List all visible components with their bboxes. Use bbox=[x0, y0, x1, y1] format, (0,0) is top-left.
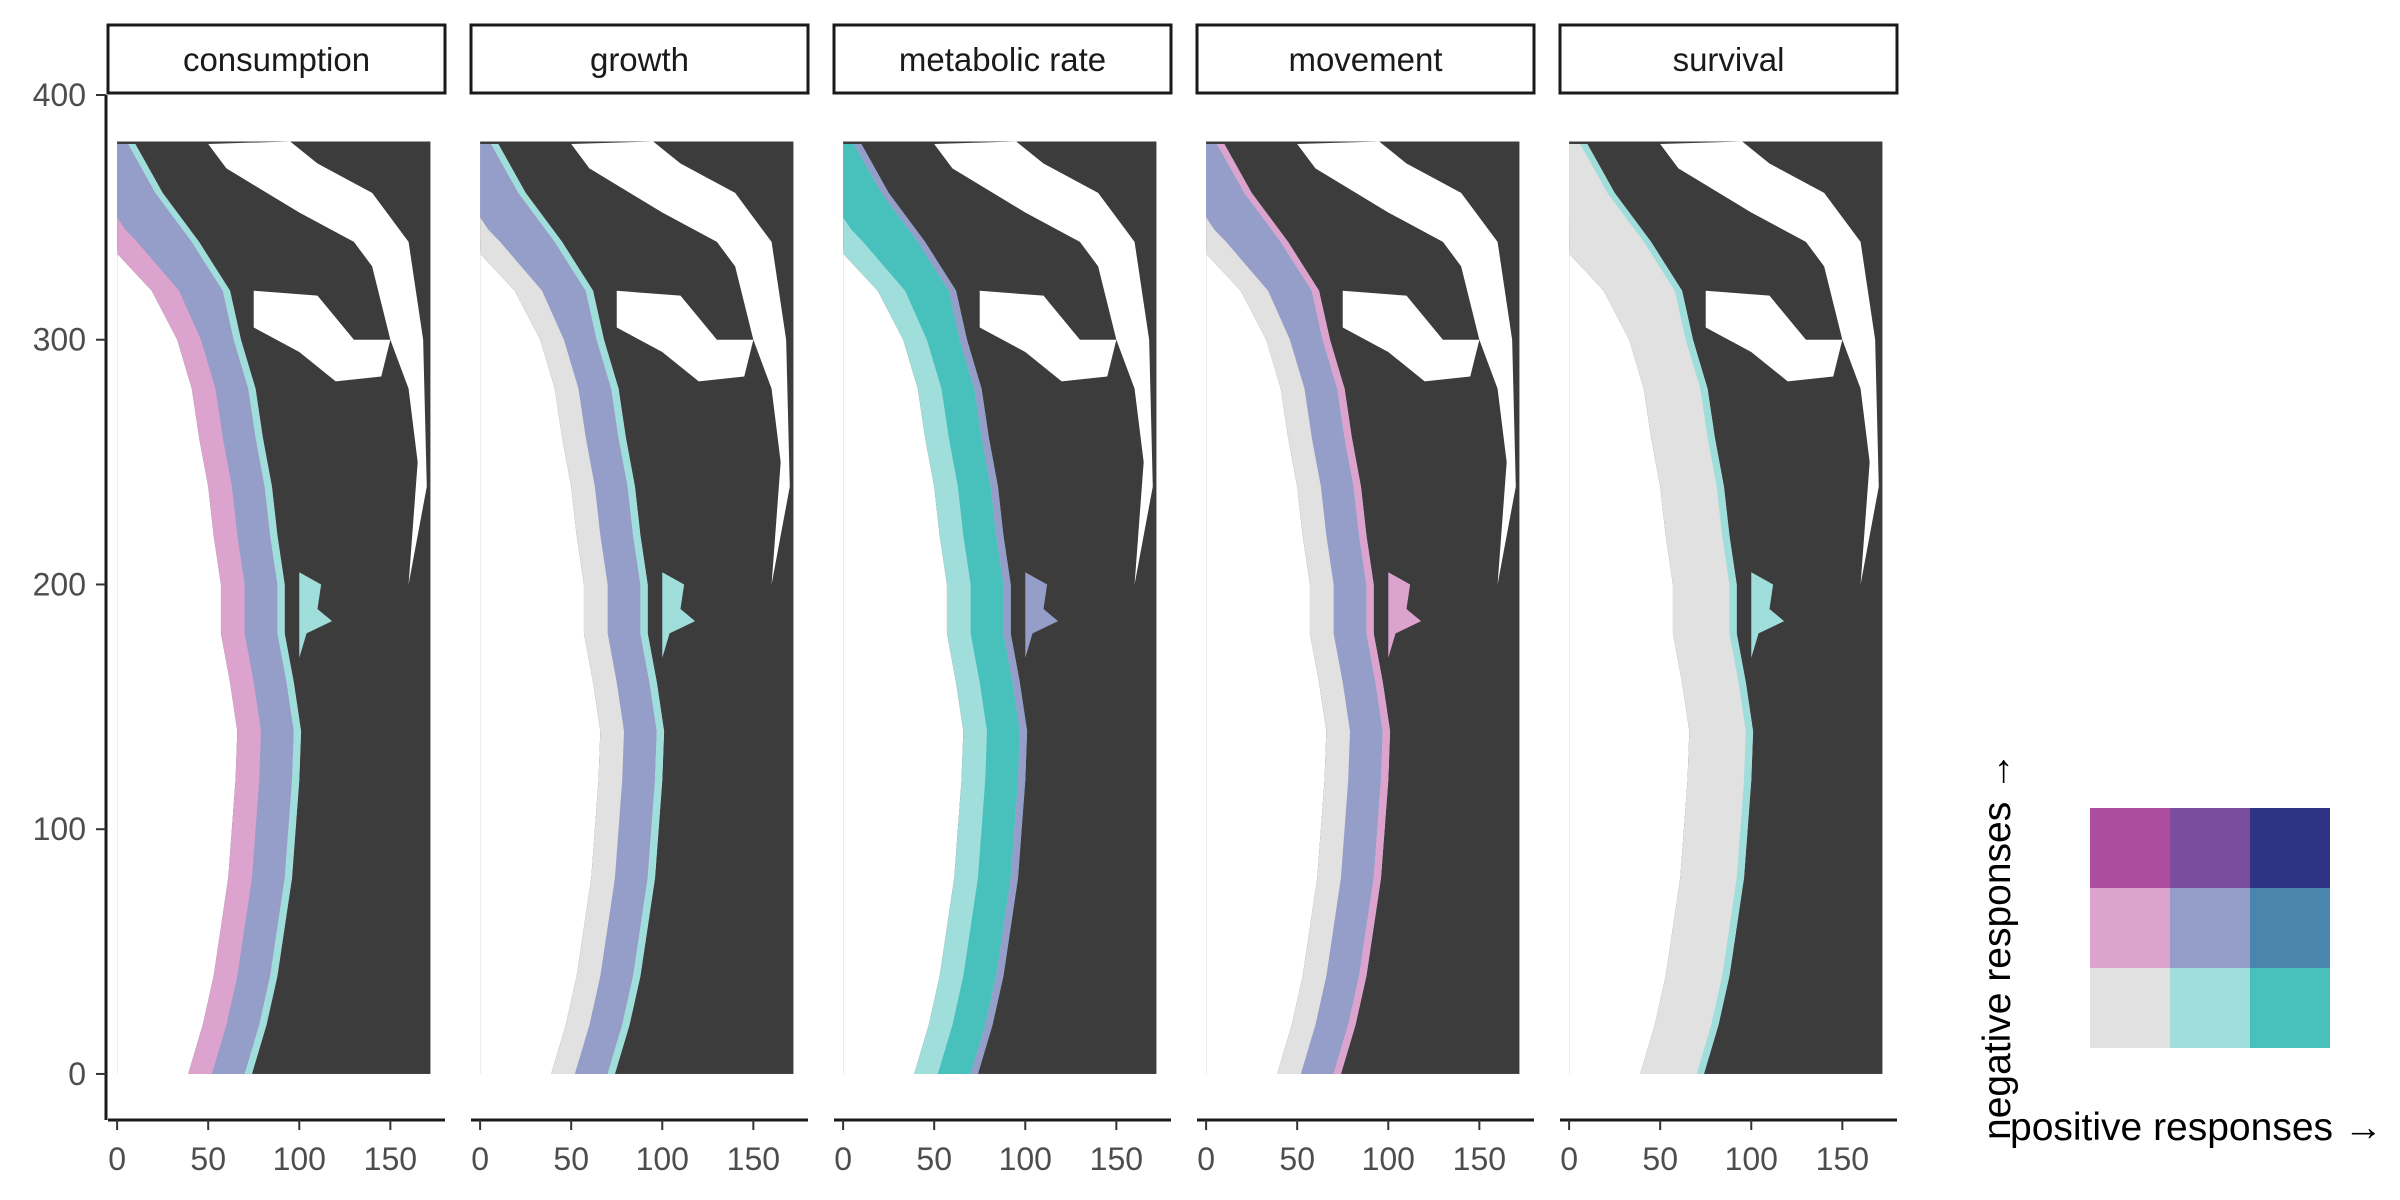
strip-box bbox=[832, 23, 1173, 95]
legend-cell bbox=[2090, 968, 2170, 1048]
x-tick-label: 0 bbox=[1197, 1141, 1215, 1177]
strip-box bbox=[106, 23, 447, 95]
panel-growth: growth 0 50 100 150 bbox=[469, 23, 810, 1177]
panel-consumption: consumption 0 50 100 150 bbox=[106, 23, 447, 1177]
strip-box bbox=[1558, 23, 1899, 95]
strait-water bbox=[979, 290, 1117, 382]
x-tick-label: 150 bbox=[1090, 1141, 1143, 1177]
inland-waters bbox=[208, 141, 427, 585]
legend-x-label: positive responses → bbox=[2010, 1106, 2383, 1149]
ocean bbox=[480, 141, 601, 1074]
legend-cell bbox=[2170, 808, 2250, 888]
legend-cell bbox=[2170, 968, 2250, 1048]
legend-cell bbox=[2090, 888, 2170, 968]
legend-cell bbox=[2170, 888, 2250, 968]
legend-cell bbox=[2250, 968, 2330, 1048]
bivariate-legend: positive responses → negative responses … bbox=[1976, 752, 2383, 1149]
response-zone bbox=[117, 143, 294, 1074]
x-tick-label: 150 bbox=[1816, 1141, 1869, 1177]
legend-cell bbox=[2090, 808, 2170, 888]
y-tick-label: 400 bbox=[33, 77, 86, 113]
inland-waters bbox=[1297, 141, 1516, 585]
ocean bbox=[843, 141, 964, 1074]
x-tick-label: 50 bbox=[190, 1141, 226, 1177]
inland-waters bbox=[571, 141, 790, 585]
response-zone bbox=[843, 143, 1020, 1074]
panel-survival: survival 0 50 100 150 bbox=[1558, 23, 1899, 1177]
x-tick-label: 100 bbox=[636, 1141, 689, 1177]
strait-water bbox=[1705, 290, 1843, 382]
x-tick-label: 50 bbox=[1642, 1141, 1678, 1177]
strip-label: consumption bbox=[183, 41, 370, 78]
x-tick-label: 50 bbox=[1279, 1141, 1315, 1177]
x-tick-label: 100 bbox=[999, 1141, 1052, 1177]
estuary bbox=[1025, 572, 1059, 658]
x-tick-label: 50 bbox=[916, 1141, 952, 1177]
inland-waters bbox=[1660, 141, 1879, 585]
legend-cell bbox=[2250, 808, 2330, 888]
legend-cell bbox=[2250, 888, 2330, 968]
strip-box bbox=[469, 23, 810, 95]
x-tick-label: 50 bbox=[553, 1141, 589, 1177]
strip-label: movement bbox=[1288, 41, 1442, 78]
y-tick-label: 100 bbox=[33, 811, 86, 847]
estuary bbox=[662, 572, 696, 658]
estuary bbox=[299, 572, 333, 658]
response-zone bbox=[1206, 143, 1383, 1074]
ocean bbox=[117, 141, 238, 1074]
panel-movement: movement 0 50 100 150 bbox=[1195, 23, 1536, 1177]
y-tick-label: 0 bbox=[68, 1056, 86, 1092]
y-tick-label: 200 bbox=[33, 566, 86, 602]
legend-y-label: negative responses → bbox=[1976, 752, 2019, 1140]
response-zone bbox=[1569, 143, 1746, 1074]
strip-label: metabolic rate bbox=[899, 41, 1106, 78]
x-tick-label: 0 bbox=[1560, 1141, 1578, 1177]
ocean bbox=[1206, 141, 1327, 1074]
x-tick-label: 100 bbox=[1725, 1141, 1778, 1177]
legend-grid bbox=[2090, 808, 2330, 1048]
x-tick-label: 150 bbox=[364, 1141, 417, 1177]
strip-label: survival bbox=[1673, 41, 1785, 78]
strait-water bbox=[253, 290, 391, 382]
strait-water bbox=[1342, 290, 1480, 382]
strait-water bbox=[616, 290, 754, 382]
x-tick-label: 0 bbox=[834, 1141, 852, 1177]
inland-waters bbox=[934, 141, 1153, 585]
strip-box bbox=[1195, 23, 1536, 95]
panel-metabolic-rate: metabolic rate 0 50 100 150 bbox=[832, 23, 1173, 1177]
estuary bbox=[1751, 572, 1785, 658]
x-tick-label: 100 bbox=[1362, 1141, 1415, 1177]
y-tick-label: 300 bbox=[33, 322, 86, 358]
x-tick-label: 0 bbox=[108, 1141, 126, 1177]
x-tick-label: 100 bbox=[273, 1141, 326, 1177]
estuary bbox=[1388, 572, 1422, 658]
strip-label: growth bbox=[590, 41, 689, 78]
response-zone bbox=[480, 143, 657, 1074]
x-tick-label: 0 bbox=[471, 1141, 489, 1177]
x-tick-label: 150 bbox=[1453, 1141, 1506, 1177]
x-tick-label: 150 bbox=[727, 1141, 780, 1177]
y-axis: 0 100 200 300 400 bbox=[33, 77, 108, 1120]
ocean bbox=[1569, 141, 1690, 1074]
